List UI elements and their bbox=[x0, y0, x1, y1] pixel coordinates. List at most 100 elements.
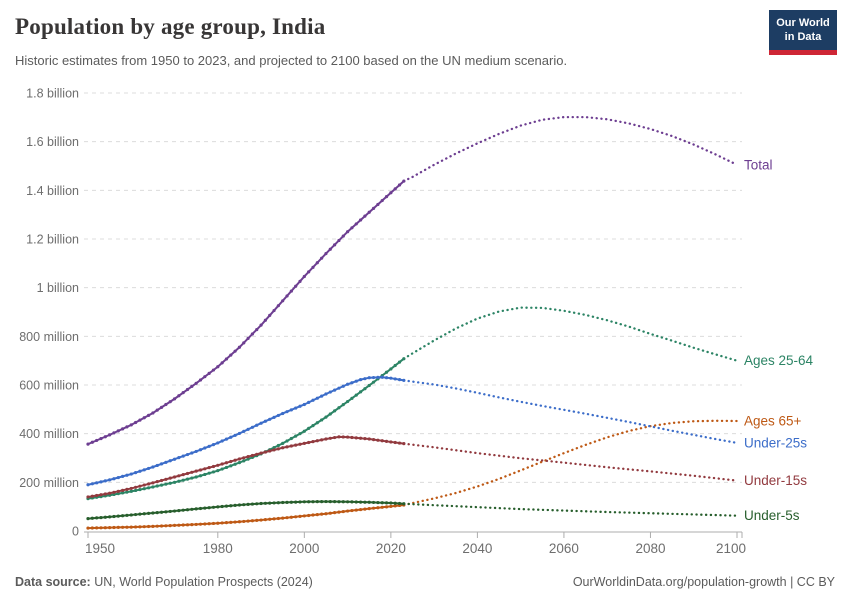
point-under-15s bbox=[285, 445, 289, 449]
point-under-5s bbox=[350, 500, 354, 504]
series-label-under-25s: Under-25s bbox=[744, 435, 807, 450]
point-ages-65- bbox=[294, 515, 298, 519]
point-ages-65- bbox=[311, 513, 315, 517]
point-ages-65- bbox=[216, 521, 220, 525]
point-ages-25-64 bbox=[324, 415, 328, 419]
point-total bbox=[333, 243, 337, 247]
point-ages-25-64 bbox=[294, 434, 298, 438]
point-under-25s bbox=[112, 477, 116, 481]
point-ages-25-64 bbox=[207, 471, 211, 475]
point-under-15s bbox=[294, 443, 298, 447]
point-under-15s bbox=[203, 467, 207, 471]
point-ages-65- bbox=[302, 514, 306, 518]
point-under-5s bbox=[233, 503, 237, 507]
point-total bbox=[285, 294, 289, 298]
y-axis-tick-label: 1 billion bbox=[37, 281, 79, 295]
point-total bbox=[315, 261, 319, 265]
chart-footer: Data source: UN, World Population Prospe… bbox=[15, 575, 835, 589]
point-under-15s bbox=[337, 435, 341, 439]
point-ages-65- bbox=[337, 510, 341, 514]
point-ages-65- bbox=[112, 525, 116, 530]
point-ages-25-64 bbox=[216, 469, 220, 473]
point-under-15s bbox=[289, 444, 293, 448]
point-under-5s bbox=[268, 501, 272, 505]
point-under-5s bbox=[285, 500, 289, 504]
point-ages-25-64 bbox=[224, 465, 229, 470]
point-under-25s bbox=[272, 415, 276, 419]
point-under-25s bbox=[207, 444, 211, 448]
point-total bbox=[121, 427, 125, 431]
point-ages-25-64 bbox=[229, 464, 233, 468]
point-ages-65- bbox=[363, 507, 367, 511]
x-axis-tick-label: 1980 bbox=[203, 541, 233, 556]
point-ages-25-64 bbox=[311, 423, 315, 428]
point-ages-65- bbox=[341, 509, 345, 514]
point-under-15s bbox=[229, 459, 233, 464]
point-under-5s bbox=[207, 506, 211, 510]
point-under-5s bbox=[358, 500, 363, 504]
point-under-5s bbox=[129, 513, 133, 517]
point-under-15s bbox=[367, 437, 371, 441]
point-total bbox=[311, 265, 315, 269]
point-under-15s bbox=[384, 439, 389, 443]
point-under-5s bbox=[99, 515, 103, 520]
point-ages-65- bbox=[125, 525, 129, 529]
point-under-25s bbox=[220, 439, 224, 443]
point-under-5s bbox=[272, 501, 276, 505]
line-ages-25-64-historic bbox=[87, 357, 405, 500]
point-under-5s bbox=[294, 500, 298, 504]
point-total bbox=[146, 413, 151, 417]
point-under-25s bbox=[155, 463, 159, 468]
point-ages-25-64 bbox=[315, 421, 319, 425]
point-ages-65- bbox=[164, 524, 168, 528]
point-under-15s bbox=[255, 452, 259, 456]
point-under-15s bbox=[380, 439, 384, 443]
data-source: Data source: UN, World Population Prospe… bbox=[15, 575, 313, 589]
point-under-15s bbox=[121, 488, 125, 492]
point-ages-65- bbox=[389, 504, 393, 509]
point-ages-25-64 bbox=[341, 403, 345, 407]
point-total bbox=[224, 357, 229, 361]
point-under-15s bbox=[146, 482, 151, 486]
point-under-5s bbox=[194, 507, 198, 511]
point-under-15s bbox=[155, 480, 159, 484]
point-ages-25-64 bbox=[346, 399, 350, 404]
point-ages-65- bbox=[146, 524, 151, 529]
point-total bbox=[151, 411, 155, 415]
series-label-ages-25-64: Ages 25-64 bbox=[744, 353, 814, 368]
point-total bbox=[384, 195, 389, 199]
point-under-15s bbox=[302, 441, 306, 445]
point-under-5s bbox=[307, 500, 311, 504]
point-ages-65- bbox=[198, 522, 203, 526]
point-under-5s bbox=[90, 516, 94, 520]
point-under-25s bbox=[302, 402, 306, 407]
point-under-15s bbox=[90, 494, 94, 498]
point-total bbox=[177, 394, 181, 398]
x-axis-tick-label: 2040 bbox=[462, 541, 492, 556]
point-ages-25-64 bbox=[272, 445, 276, 450]
x-axis-tick-label: 2000 bbox=[289, 541, 319, 556]
point-under-25s bbox=[203, 446, 207, 450]
point-under-5s bbox=[263, 501, 267, 505]
point-total bbox=[354, 222, 358, 226]
point-under-5s bbox=[155, 511, 159, 515]
point-under-5s bbox=[276, 501, 280, 505]
point-under-25s bbox=[168, 459, 172, 463]
y-axis-tick-label: 600 million bbox=[19, 379, 79, 393]
point-ages-25-64 bbox=[155, 484, 159, 488]
point-under-5s bbox=[224, 504, 229, 508]
point-under-5s bbox=[242, 503, 246, 507]
point-under-25s bbox=[90, 482, 94, 486]
owid-link[interactable]: OurWorldinData.org/population-growth | C… bbox=[572, 575, 835, 589]
point-ages-25-64 bbox=[276, 443, 280, 448]
point-ages-25-64 bbox=[116, 492, 120, 496]
x-axis-tick-label: 2080 bbox=[635, 541, 665, 556]
point-ages-25-64 bbox=[194, 475, 198, 479]
series-label-under-5s: Under-5s bbox=[744, 508, 800, 523]
point-under-25s bbox=[86, 483, 90, 487]
point-total bbox=[172, 397, 177, 401]
point-under-5s bbox=[259, 501, 263, 506]
point-under-5s bbox=[380, 501, 384, 505]
point-under-25s bbox=[142, 468, 146, 472]
point-total bbox=[99, 436, 103, 441]
